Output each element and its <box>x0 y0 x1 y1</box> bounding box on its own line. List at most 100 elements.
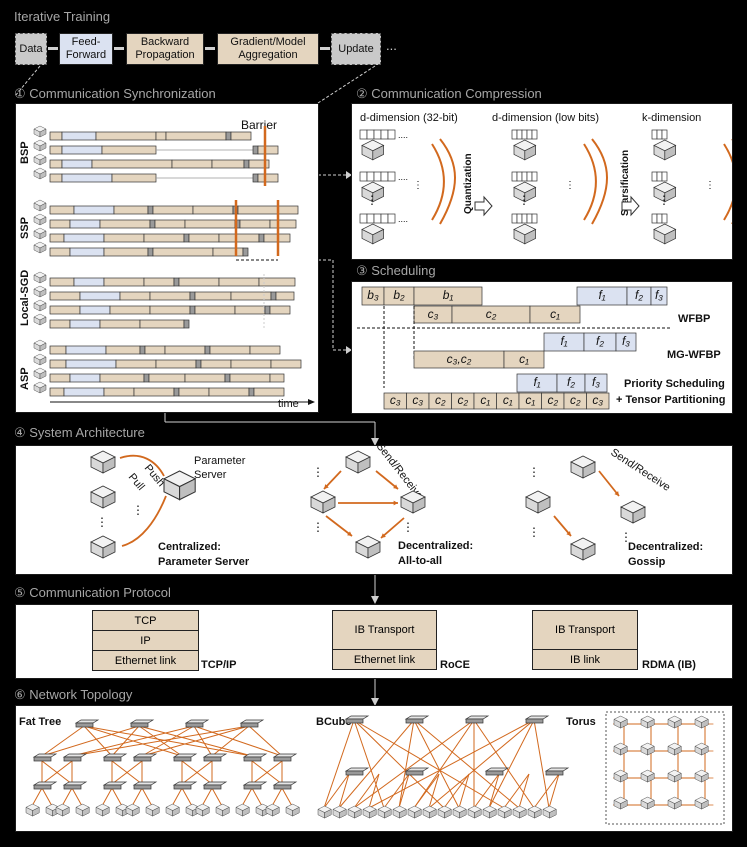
server-front <box>647 718 655 729</box>
compute-bar <box>184 373 226 383</box>
exchange-arrow <box>325 515 353 537</box>
worker-icon <box>361 223 385 245</box>
server-front <box>674 799 682 810</box>
compute-bar <box>189 305 196 315</box>
link <box>533 719 550 809</box>
ip-layer: IP <box>93 631 198 651</box>
centralized-label-1: Centralized: <box>158 541 221 553</box>
compute-bar <box>147 247 154 257</box>
compute-bar <box>248 387 255 397</box>
server-front <box>202 806 210 817</box>
host-icon <box>467 805 482 819</box>
dots: ⋮ <box>312 465 324 479</box>
server-front <box>102 541 116 559</box>
asp-label: ASP <box>19 367 31 390</box>
link <box>458 773 470 809</box>
compute-bar <box>61 159 93 169</box>
compute-bar <box>230 359 272 369</box>
block-label: c₁ <box>550 307 560 321</box>
server-front <box>674 772 682 783</box>
worker-icon <box>355 535 381 559</box>
vector-cell <box>521 129 528 140</box>
server-front <box>32 806 40 817</box>
compression-diagram: d-dimension (32-bit) d-dimension (low bi… <box>359 112 732 245</box>
server-front <box>372 228 384 245</box>
vector-cell <box>656 213 663 224</box>
server-front <box>632 506 646 524</box>
arrow-head <box>347 531 352 536</box>
compute-bar <box>49 305 81 315</box>
ethernet-link-layer: Ethernet link <box>93 651 198 670</box>
compute-bar <box>49 145 63 155</box>
vector-cell <box>531 213 538 224</box>
host-icon <box>482 805 497 819</box>
server-front <box>524 144 536 161</box>
worker-icon <box>90 485 116 509</box>
compute-bar <box>248 159 270 169</box>
dim32-label: d-dimension (32-bit) <box>360 112 458 124</box>
compute-bar <box>49 387 65 397</box>
section-comm-sync: ① Communication Synchronization <box>14 86 216 101</box>
server-front <box>664 144 676 161</box>
edge-switch-icon <box>202 781 228 790</box>
server-front <box>322 496 336 514</box>
torus-label: Torus <box>566 716 596 728</box>
server-front <box>39 316 47 326</box>
compute-bar <box>49 159 63 169</box>
link <box>41 725 140 757</box>
host-icon <box>347 805 362 819</box>
switch-top <box>62 753 88 758</box>
compute-bar <box>103 233 145 243</box>
host-icon <box>407 805 422 819</box>
server-front <box>179 477 196 501</box>
block-label: c₂ <box>486 307 497 321</box>
vector-cell <box>651 129 658 140</box>
tcp-layer: TCP <box>93 611 198 631</box>
link <box>503 773 530 809</box>
vector-cell <box>511 129 518 140</box>
vector-cell <box>359 213 368 224</box>
server-front <box>39 342 47 352</box>
link <box>271 787 283 807</box>
vector-cell <box>511 171 518 182</box>
link <box>488 719 535 809</box>
gossip-label-1: Decentralized: <box>628 541 703 553</box>
server-front <box>412 496 426 514</box>
server-front <box>674 745 682 756</box>
server-front <box>39 370 47 380</box>
section-iterative-training: Iterative Training <box>14 9 111 24</box>
switch-top <box>129 719 155 724</box>
server-front <box>620 745 628 756</box>
level0-switch-icon <box>544 767 570 776</box>
block-label: f₂ <box>635 288 643 302</box>
compute-bar <box>69 319 101 329</box>
all-label-1: Decentralized: <box>398 540 473 552</box>
compute-bar <box>149 219 156 229</box>
compute-bar <box>49 233 65 243</box>
torus-node-icon <box>640 796 655 810</box>
section-comm-protocol: ⑤ Communication Protocol <box>14 585 171 600</box>
compute-bar <box>113 205 149 215</box>
link <box>518 773 530 809</box>
worker-icon <box>513 223 537 245</box>
server-front <box>354 808 362 819</box>
compute-bar <box>91 159 173 169</box>
host-icon <box>317 805 332 819</box>
compute-bar <box>119 291 151 301</box>
compute-bar <box>269 219 297 229</box>
host-icon <box>55 803 70 817</box>
compute-bar <box>252 145 259 155</box>
level1-switch-icon <box>344 715 370 724</box>
dots: ⋮ <box>620 530 632 544</box>
host-icon <box>422 805 437 819</box>
worker-icon <box>33 313 47 326</box>
compute-bar <box>173 387 180 397</box>
host-icon <box>512 805 527 819</box>
block-label: f₂ <box>567 375 575 389</box>
link <box>353 773 380 809</box>
pipeline-aggregation-label: Gradient/Model Aggregation <box>230 36 306 61</box>
worker-icon <box>33 167 47 180</box>
block-label: b₂ <box>393 288 405 302</box>
server-front <box>582 543 596 561</box>
pipeline-arrow <box>114 47 124 50</box>
